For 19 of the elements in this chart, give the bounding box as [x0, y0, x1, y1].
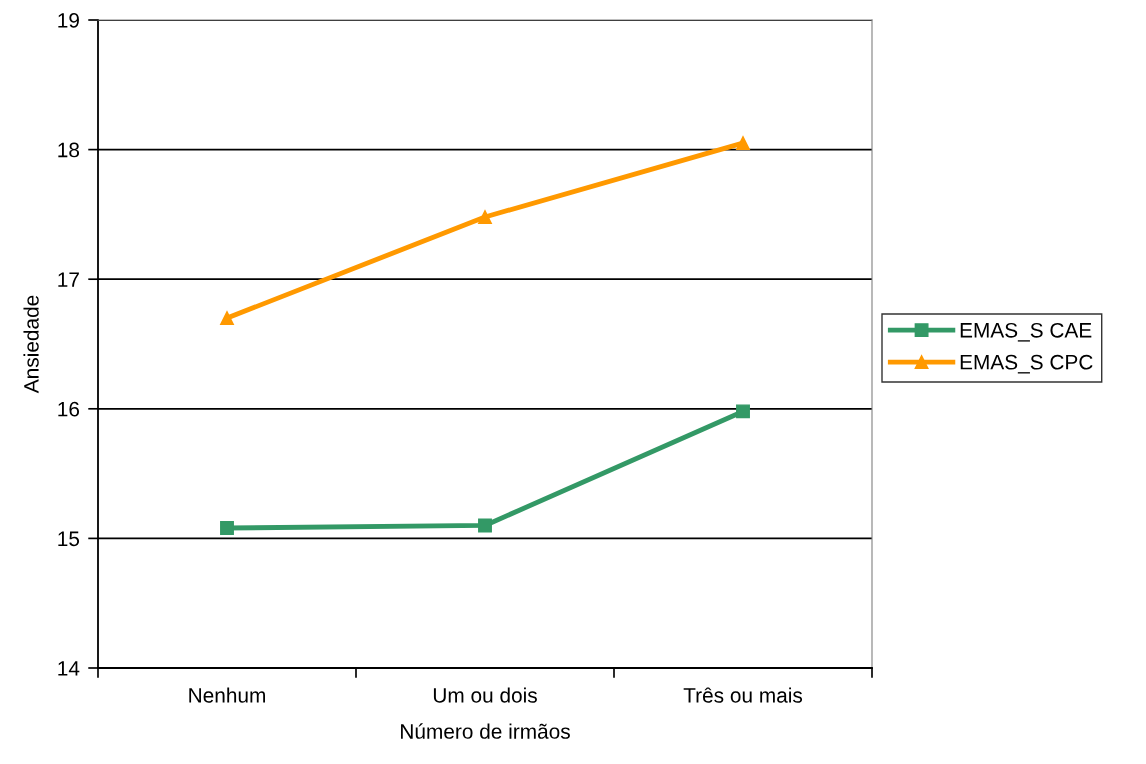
- point: [220, 521, 234, 535]
- y-tick-label: 18: [58, 142, 80, 158]
- y-axis-title: Ansiedade: [23, 295, 39, 394]
- y-tick-label: 17: [58, 272, 79, 287]
- point: [736, 136, 750, 151]
- y-tick-label: 19: [58, 13, 79, 28]
- x-axis-title: Número de irmãos: [401, 723, 570, 739]
- y-tick-label: 15: [58, 531, 80, 547]
- point: [478, 210, 492, 224]
- point: [478, 518, 492, 533]
- x-tick-label: Nenhum: [189, 687, 265, 703]
- x-tick-label: Três ou mais: [683, 687, 803, 703]
- y-tick-label: 14: [58, 661, 80, 676]
- point: [220, 311, 234, 326]
- y-tick-label: 16: [58, 401, 80, 417]
- x-tick-label: Um ou dois: [433, 687, 537, 703]
- legend-label: EMAS_S CPC: [960, 354, 1093, 374]
- point: [736, 404, 750, 419]
- legend-label: EMAS_S CAE: [960, 322, 1092, 342]
